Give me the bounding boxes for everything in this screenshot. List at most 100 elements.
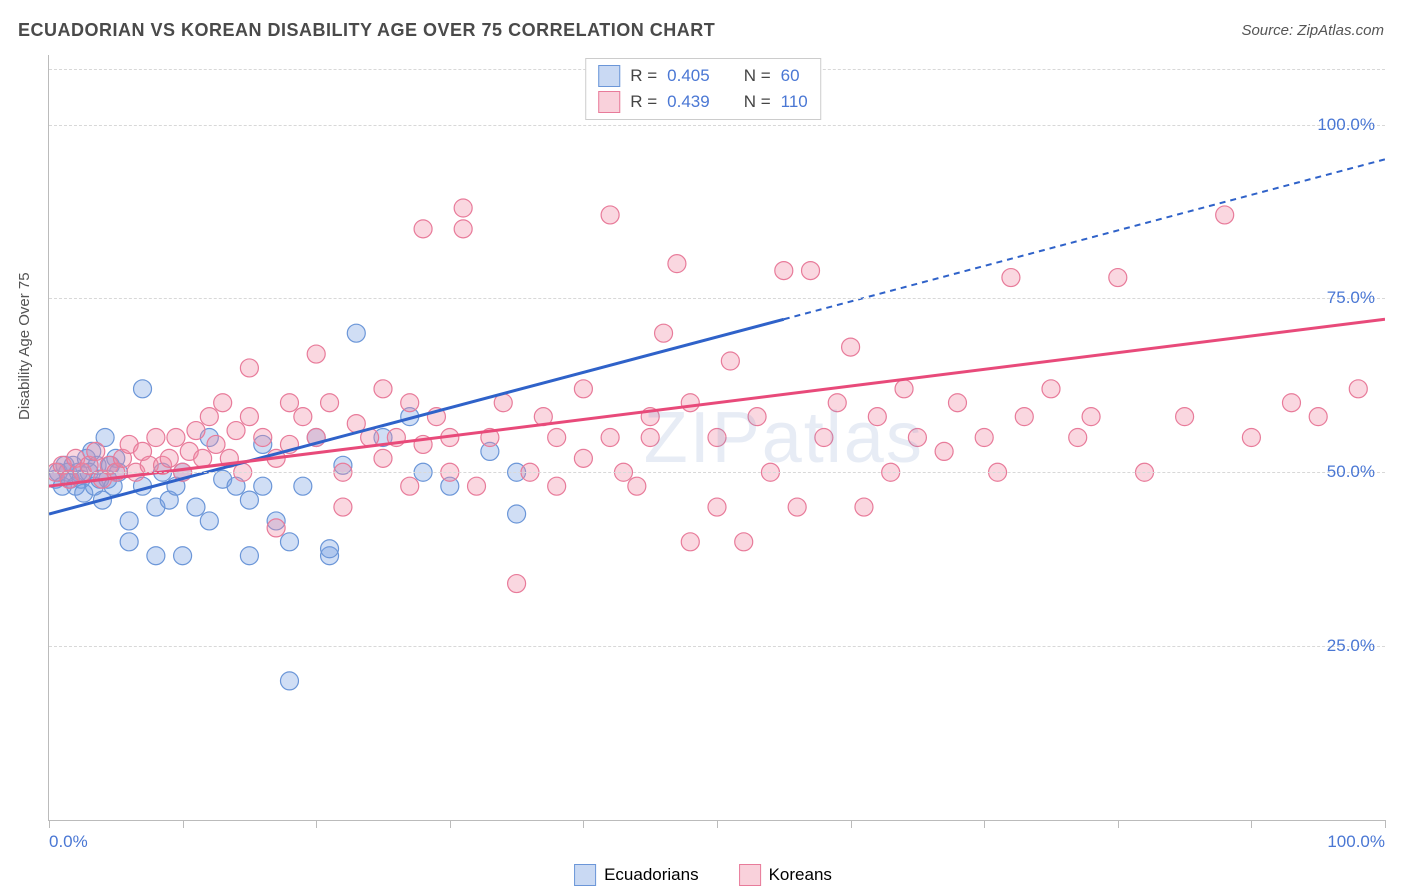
correlation-legend: R = 0.405 N = 60R = 0.439 N = 110 [585, 58, 821, 120]
data-point [574, 449, 592, 467]
x-tick [984, 820, 985, 828]
data-point [1082, 408, 1100, 426]
data-point [1042, 380, 1060, 398]
grid-line [49, 472, 1385, 473]
data-point [708, 429, 726, 447]
trend-line [49, 319, 1385, 486]
x-tick [851, 820, 852, 828]
data-point [868, 408, 886, 426]
x-tick [1118, 820, 1119, 828]
data-point [280, 672, 298, 690]
data-point [294, 408, 312, 426]
data-point [1242, 429, 1260, 447]
data-point [374, 380, 392, 398]
data-point [1109, 269, 1127, 287]
chart-title: ECUADORIAN VS KOREAN DISABILITY AGE OVER… [18, 20, 715, 41]
data-point [815, 429, 833, 447]
data-point [895, 380, 913, 398]
data-point [267, 519, 285, 537]
data-point [1349, 380, 1367, 398]
n-value: 60 [781, 66, 800, 86]
data-point [240, 491, 258, 509]
r-label: R = [630, 66, 657, 86]
source-label: Source: ZipAtlas.com [1241, 22, 1384, 39]
x-tick [49, 820, 50, 828]
data-point [908, 429, 926, 447]
data-point [628, 477, 646, 495]
data-point [681, 533, 699, 551]
series-legend: EcuadoriansKoreans [574, 864, 832, 886]
y-tick-label: 50.0% [1327, 462, 1375, 482]
data-point [975, 429, 993, 447]
data-point [454, 199, 472, 217]
legend-swatch-icon [598, 91, 620, 113]
data-point [307, 345, 325, 363]
data-point [200, 408, 218, 426]
data-point [147, 429, 165, 447]
data-point [414, 220, 432, 238]
x-tick [583, 820, 584, 828]
x-axis-max-label: 100.0% [1327, 832, 1385, 852]
x-tick [717, 820, 718, 828]
data-point [401, 394, 419, 412]
data-point [641, 429, 659, 447]
data-point [334, 498, 352, 516]
data-point [1282, 394, 1300, 412]
data-point [240, 359, 258, 377]
data-point [214, 394, 232, 412]
data-point [240, 408, 258, 426]
n-label: N = [744, 66, 771, 86]
chart-area: ZIPatlas 25.0%50.0%75.0%100.0% 0.0% 100.… [48, 55, 1385, 821]
data-point [454, 220, 472, 238]
data-point [775, 262, 793, 280]
y-tick-label: 25.0% [1327, 636, 1375, 656]
legend-row: R = 0.439 N = 110 [598, 89, 808, 115]
data-point [194, 449, 212, 467]
data-point [280, 533, 298, 551]
x-tick [183, 820, 184, 828]
data-point [601, 206, 619, 224]
data-point [828, 394, 846, 412]
y-axis-title: Disability Age Over 75 [16, 272, 33, 420]
data-point [120, 533, 138, 551]
x-tick [450, 820, 451, 828]
data-point [548, 429, 566, 447]
data-point [735, 533, 753, 551]
data-point [508, 505, 526, 523]
legend-swatch-icon [598, 65, 620, 87]
r-label: R = [630, 92, 657, 112]
data-point [574, 380, 592, 398]
trend-line-extension [784, 159, 1385, 319]
data-point [788, 498, 806, 516]
legend-item: Koreans [739, 864, 832, 886]
scatter-plot [49, 55, 1385, 820]
grid-line [49, 125, 1385, 126]
y-tick-label: 75.0% [1327, 288, 1375, 308]
data-point [1002, 269, 1020, 287]
data-point [254, 477, 272, 495]
data-point [935, 442, 953, 460]
data-point [1176, 408, 1194, 426]
data-point [187, 498, 205, 516]
legend-row: R = 0.405 N = 60 [598, 63, 808, 89]
data-point [227, 422, 245, 440]
data-point [1216, 206, 1234, 224]
grid-line [49, 646, 1385, 647]
data-point [167, 429, 185, 447]
x-tick [1251, 820, 1252, 828]
data-point [174, 547, 192, 565]
data-point [721, 352, 739, 370]
data-point [240, 547, 258, 565]
data-point [508, 575, 526, 593]
data-point [207, 435, 225, 453]
n-value: 110 [781, 92, 808, 112]
data-point [948, 394, 966, 412]
n-label: N = [744, 92, 771, 112]
data-point [401, 477, 419, 495]
legend-swatch-icon [574, 864, 596, 886]
data-point [655, 324, 673, 342]
r-value: 0.439 [667, 92, 710, 112]
data-point [374, 449, 392, 467]
x-tick [1385, 820, 1386, 828]
data-point [321, 540, 339, 558]
